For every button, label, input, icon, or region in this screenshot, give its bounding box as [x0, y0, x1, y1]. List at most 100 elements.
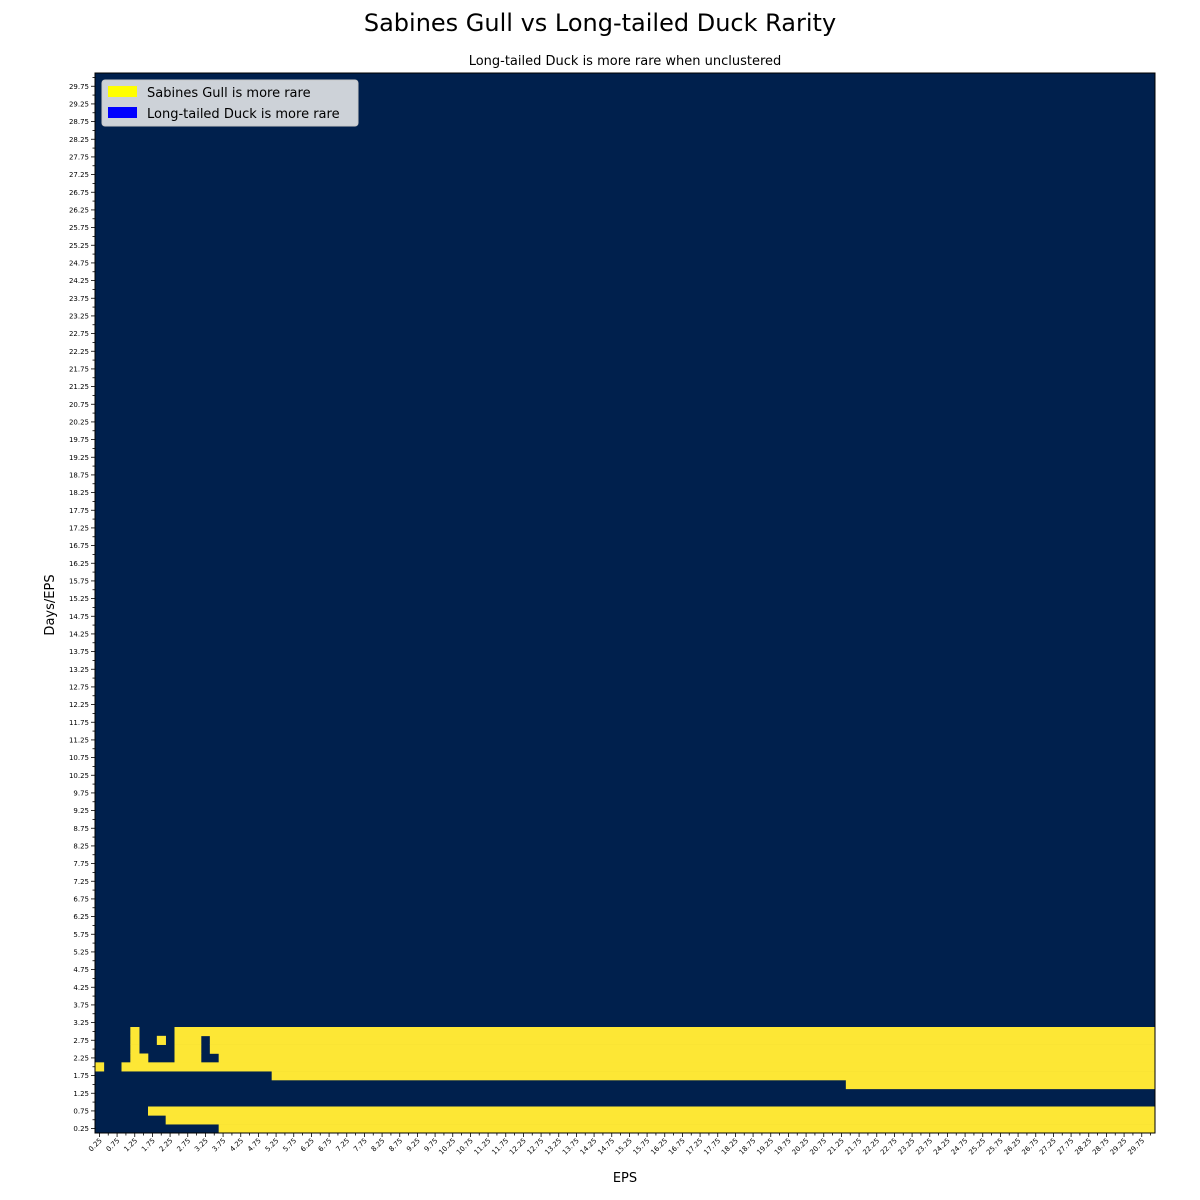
y-axis-label: Days/EPS [43, 574, 58, 635]
x-tick-label: 29.25 [1109, 1137, 1129, 1157]
y-tick-label: 28.75 [69, 118, 89, 126]
y-tick-label: 8.25 [73, 842, 89, 850]
y-tick-label: 4.25 [73, 984, 89, 992]
y-axis: 0.25 0.75 1.25 1.75 2.25 2.75 3.25 3.75 4.25 4.75… [69, 77, 95, 1133]
y-tick-label: 13.75 [69, 648, 89, 656]
y-tick-label: 16.75 [69, 542, 89, 550]
y-tick-label: 9.75 [73, 789, 89, 797]
y-tick-label: 0.25 [73, 1125, 89, 1133]
x-tick-label: 22.75 [879, 1137, 899, 1157]
y-tick-label: 9.25 [73, 807, 89, 815]
x-tick-label: 9.25 [405, 1137, 422, 1154]
chart-title: Sabines Gull vs Long-tailed Duck Rarity [364, 9, 836, 37]
x-tick-label: 10.75 [455, 1137, 475, 1157]
heatmap-cell-run [130, 1027, 140, 1037]
plot-frame [94, 72, 1156, 1134]
x-tick-label: 19.75 [773, 1137, 793, 1157]
y-tick-label: 15.75 [69, 577, 89, 585]
x-tick-label: 2.25 [158, 1137, 175, 1154]
y-tick-label: 15.25 [69, 595, 89, 603]
y-tick-label: 24.25 [69, 277, 89, 285]
y-tick-label: 12.25 [69, 701, 89, 709]
heatmap-cell-run [845, 1080, 1156, 1090]
x-tick-label: 12.75 [526, 1137, 546, 1157]
heatmap-cell-run [130, 1053, 149, 1063]
y-tick-label: 2.75 [73, 1037, 89, 1045]
y-tick-label: 23.25 [69, 312, 89, 320]
x-tick-label: 7.75 [352, 1137, 369, 1154]
x-tick-label: 17.25 [685, 1137, 705, 1157]
y-tick-label: 24.75 [69, 259, 89, 267]
x-tick-label: 8.75 [387, 1137, 404, 1154]
y-tick-label: 11.25 [69, 736, 89, 744]
y-tick-label: 10.75 [69, 754, 89, 762]
y-tick-label: 18.25 [69, 489, 89, 497]
x-tick-label: 6.25 [299, 1137, 316, 1154]
y-tick-label: 28.25 [69, 136, 89, 144]
heatmap-cell-run [209, 1035, 1156, 1045]
x-tick-label: 5.75 [281, 1137, 298, 1154]
y-tick-label: 7.25 [73, 878, 89, 886]
x-axis-label: EPS [613, 1171, 637, 1186]
heatmap-cell-run [174, 1044, 202, 1054]
heatmap-cell-run [174, 1027, 1156, 1037]
x-tick-label: 21.25 [826, 1137, 846, 1157]
y-tick-label: 7.75 [73, 860, 89, 868]
y-tick-label: 17.75 [69, 507, 89, 515]
x-tick-label: 25.75 [985, 1137, 1005, 1157]
y-tick-label: 29.75 [69, 83, 89, 91]
x-tick-label: 27.75 [1056, 1137, 1076, 1157]
x-tick-label: 14.25 [579, 1137, 599, 1157]
y-tick-label: 21.75 [69, 365, 89, 373]
x-tick-label: 10.25 [437, 1137, 457, 1157]
x-tick-label: 17.75 [702, 1137, 722, 1157]
x-axis: 0.25 0.75 1.25 1.75 2.25 2.75 3.25 3.75 4.25 4.75… [87, 1133, 1151, 1157]
y-tick-label: 3.25 [73, 1019, 89, 1027]
y-tick-label: 25.75 [69, 224, 89, 232]
y-tick-label: 5.25 [73, 948, 89, 956]
heatmap-cell-run [271, 1071, 1156, 1081]
y-tick-label: 14.75 [69, 613, 89, 621]
x-tick-label: 16.25 [649, 1137, 669, 1157]
y-tick-label: 6.25 [73, 913, 89, 921]
y-tick-label: 20.25 [69, 418, 89, 426]
x-tick-label: 2.75 [175, 1137, 192, 1154]
y-tick-label: 17.25 [69, 524, 89, 532]
legend-label-sabines: Sabines Gull is more rare [147, 86, 311, 101]
heatmap-cell-run [174, 1035, 202, 1045]
x-tick-label: 13.75 [561, 1137, 581, 1157]
x-tick-label: 29.75 [1126, 1137, 1146, 1157]
x-tick-label: 25.25 [967, 1137, 987, 1157]
y-tick-label: 20.75 [69, 401, 89, 409]
plot-area [94, 72, 1156, 1134]
heatmap-cell-run [121, 1062, 1156, 1072]
x-tick-label: 1.25 [122, 1137, 139, 1154]
x-tick-label: 12.25 [508, 1137, 528, 1157]
x-tick-label: 4.75 [246, 1137, 263, 1154]
y-tick-label: 0.75 [73, 1107, 89, 1115]
y-tick-label: 10.25 [69, 772, 89, 780]
y-tick-label: 22.25 [69, 348, 89, 356]
x-tick-label: 6.75 [317, 1137, 334, 1154]
y-tick-label: 21.25 [69, 383, 89, 391]
x-tick-label: 20.25 [791, 1137, 811, 1157]
legend-swatch-long-tailed [108, 107, 137, 118]
x-tick-label: 19.25 [755, 1137, 775, 1157]
y-tick-label: 12.75 [69, 683, 89, 691]
x-tick-label: 24.75 [950, 1137, 970, 1157]
y-tick-label: 1.75 [73, 1072, 89, 1080]
y-tick-label: 5.75 [73, 931, 89, 939]
x-tick-label: 24.25 [932, 1137, 952, 1157]
x-tick-label: 18.75 [738, 1137, 758, 1157]
y-tick-label: 14.25 [69, 630, 89, 638]
x-tick-label: 23.75 [914, 1137, 934, 1157]
heatmap-cell-run [130, 1044, 140, 1054]
x-tick-label: 15.75 [632, 1137, 652, 1157]
y-tick-label: 18.75 [69, 471, 89, 479]
heatmap-background-cells [95, 73, 1155, 1133]
y-tick-label: 22.75 [69, 330, 89, 338]
y-tick-label: 8.75 [73, 825, 89, 833]
x-tick-label: 3.25 [193, 1137, 210, 1154]
